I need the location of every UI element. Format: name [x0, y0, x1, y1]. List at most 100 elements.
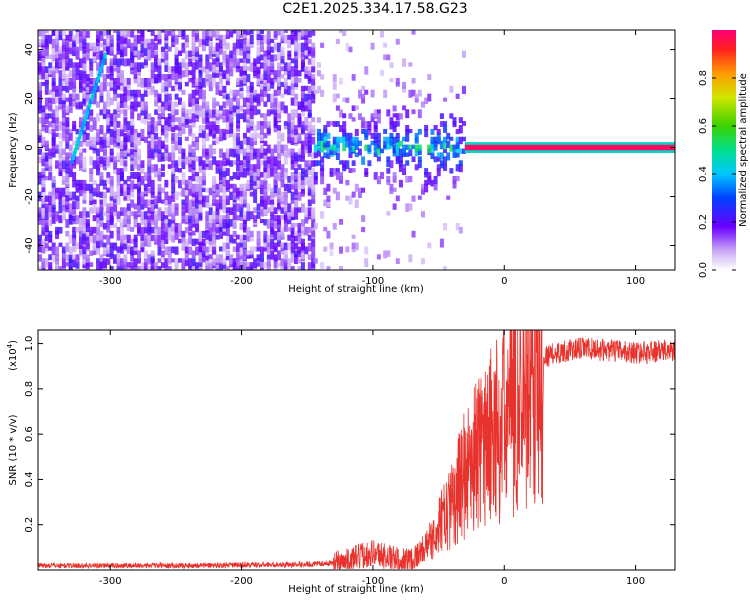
heatmap-cell — [164, 121, 169, 130]
heatmap-cell — [287, 113, 292, 123]
heatmap-cell — [294, 93, 299, 100]
heatmap-cell — [326, 152, 331, 159]
heatmap-cell — [99, 70, 104, 78]
heatmap-cell — [130, 211, 135, 217]
heatmap-cell — [140, 136, 145, 141]
heatmap-cell — [140, 109, 145, 116]
heatmap-cell — [277, 160, 282, 170]
heatmap-cell — [113, 156, 118, 163]
heatmap-cell — [140, 30, 145, 37]
heatmap-cell — [133, 46, 138, 56]
heatmap-cell — [119, 101, 124, 109]
heatmap-cell — [263, 246, 268, 252]
heatmap-cell — [313, 160, 318, 167]
heatmap-cell — [389, 132, 394, 139]
heatmap-cell — [126, 222, 131, 231]
heatmap-cell — [351, 144, 356, 152]
heatmap-cell — [263, 172, 268, 181]
heatmap-cell — [154, 54, 159, 62]
heatmap-cell — [167, 30, 172, 36]
heatmap-cell — [270, 199, 275, 205]
heatmap-cell — [147, 266, 152, 270]
heatmap-cell — [270, 215, 275, 220]
heatmap-cell — [164, 42, 169, 50]
heatmap-cell — [38, 101, 42, 110]
heatmap-cell — [65, 254, 70, 262]
top-ytick-label: -20 — [24, 188, 35, 204]
heatmap-cell — [225, 109, 230, 119]
heatmap-cell — [65, 74, 70, 82]
heatmap-cell — [300, 222, 305, 231]
heatmap-cell — [82, 81, 87, 88]
heatmap-cell — [201, 199, 206, 208]
heatmap-cell — [427, 172, 432, 181]
heatmap-cell — [157, 195, 162, 203]
heatmap-cell — [201, 172, 206, 181]
heatmap-cell — [246, 58, 251, 64]
heatmap-cell — [212, 195, 217, 204]
heatmap-cell — [242, 160, 247, 168]
heatmap-cell — [89, 172, 94, 183]
heatmap-cell — [242, 222, 247, 230]
heatmap-cell — [178, 144, 183, 153]
heatmap-cell — [287, 242, 292, 251]
heatmap-cell — [313, 89, 318, 95]
heatmap-cell — [150, 117, 155, 126]
heatmap-cell — [270, 238, 275, 244]
heatmap-cell — [130, 89, 135, 97]
heatmap-cell — [339, 266, 344, 270]
heatmap-cell — [225, 168, 230, 176]
heatmap-cell — [171, 179, 176, 189]
heatmap-cell — [208, 254, 213, 259]
heatmap-cell — [232, 230, 237, 238]
heatmap-cell — [174, 164, 179, 172]
heatmap-cell — [246, 136, 251, 146]
heatmap-cell — [208, 226, 213, 236]
heatmap-cell — [147, 215, 152, 220]
heatmap-cell — [106, 125, 111, 132]
heatmap-cell — [130, 172, 135, 179]
heatmap-cell — [389, 136, 394, 146]
heatmap-cell — [311, 125, 316, 135]
heatmap-cell — [218, 222, 223, 233]
bottom-xtick-label: -300 — [99, 576, 122, 587]
heatmap-cell — [119, 70, 124, 80]
heatmap-cell — [195, 199, 200, 209]
heatmap-cell — [277, 54, 282, 61]
heatmap-cell — [395, 132, 400, 138]
heatmap-cell — [249, 246, 254, 255]
heatmap-cell — [55, 97, 60, 104]
heatmap-cell — [222, 191, 227, 200]
heatmap-cell — [82, 242, 87, 247]
heatmap-cell — [137, 195, 142, 206]
heatmap-cell — [164, 62, 169, 72]
heatmap-cell — [236, 258, 241, 269]
heatmap-cell — [205, 258, 210, 265]
heatmap-cell — [201, 89, 206, 99]
heatmap-cell — [174, 222, 179, 233]
heatmap-cell — [140, 203, 145, 210]
heatmap-cell — [82, 50, 87, 58]
heatmap-cell — [126, 132, 131, 143]
heatmap-cell — [386, 140, 391, 150]
heatmap-cell — [82, 109, 87, 114]
heatmap-cell — [126, 30, 131, 38]
heatmap-cell — [300, 172, 305, 181]
heatmap-cell — [164, 144, 169, 151]
heatmap-cell — [140, 164, 145, 174]
heatmap-cell — [78, 34, 83, 43]
heatmap-cell — [85, 254, 90, 263]
heatmap-cell — [198, 168, 203, 173]
heatmap-cell — [455, 93, 460, 99]
heatmap-cell — [290, 74, 295, 84]
heatmap-cell — [430, 144, 435, 154]
heatmap-cell — [253, 246, 258, 252]
heatmap-cell — [38, 132, 42, 142]
heatmap-cell — [106, 97, 111, 108]
heatmap-cell — [75, 30, 80, 32]
heatmap-cell — [256, 148, 261, 157]
heatmap-cell — [174, 140, 179, 151]
heatmap-cell — [386, 250, 391, 257]
heatmap-cell — [113, 140, 118, 148]
heatmap-cell — [171, 70, 176, 81]
